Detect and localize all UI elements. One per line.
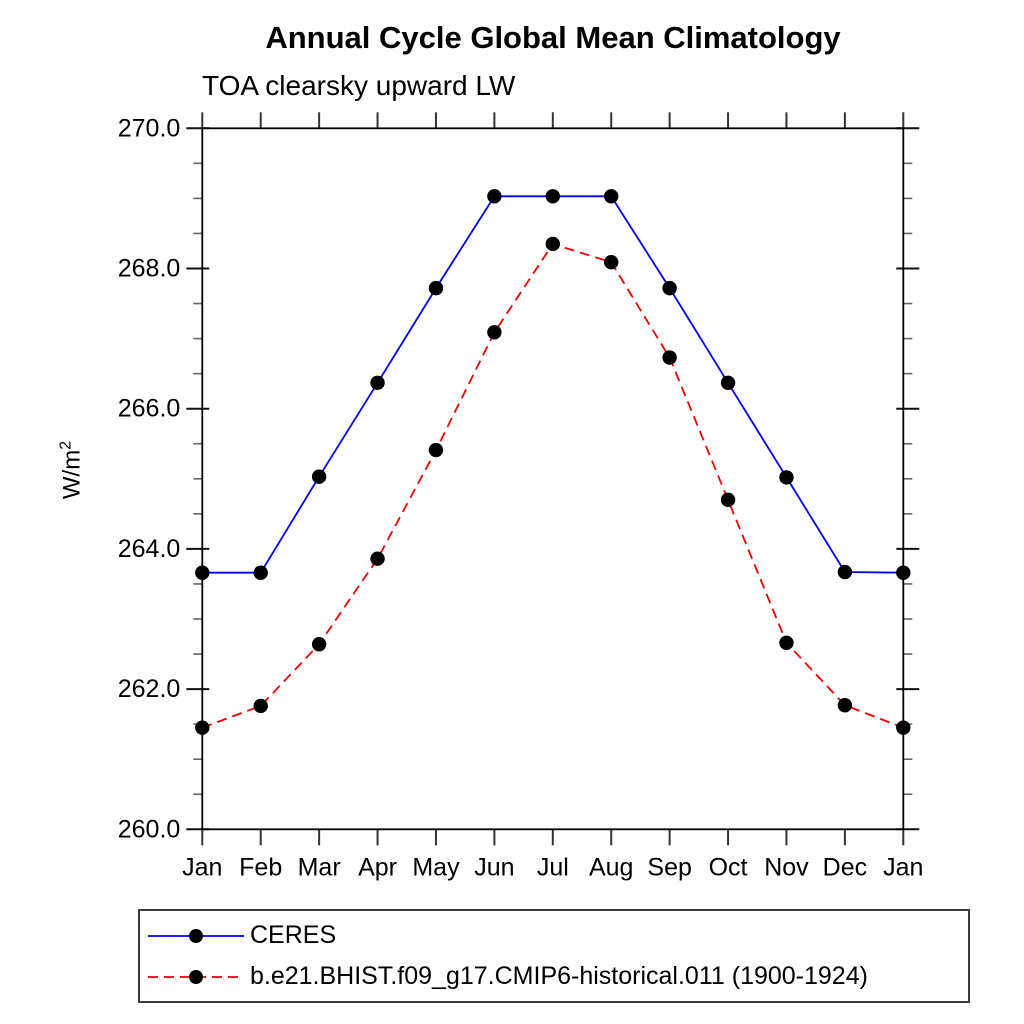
- chart-subtitle: TOA clearsky upward LW: [202, 70, 516, 101]
- y-tick-label: 260.0: [118, 815, 181, 843]
- ceres-line-swatch: [148, 928, 244, 943]
- model-data-point: [311, 637, 327, 652]
- ceres-data-point: [779, 470, 794, 485]
- ceres-line-swatch-marker: [189, 928, 203, 943]
- y-tick-label: 264.0: [118, 535, 181, 563]
- ceres-line: [202, 195, 904, 574]
- ceres-data-point: [253, 565, 268, 580]
- model-line-swatch: [148, 969, 244, 984]
- ceres-data-point: [545, 189, 560, 204]
- model-data-point: [253, 698, 268, 714]
- x-tick-label: Mar: [298, 853, 341, 881]
- y-tick-label: 266.0: [118, 395, 181, 423]
- x-tick-label: Oct: [709, 853, 748, 881]
- x-tick-label: Aug: [589, 853, 633, 881]
- model-data-point: [720, 492, 736, 508]
- x-tick-label: Jan: [883, 853, 923, 881]
- model-data-point: [662, 350, 677, 365]
- model-data-point: [837, 698, 853, 713]
- model-line: [201, 242, 904, 729]
- ceres-data-point: [662, 280, 677, 296]
- model-data-point: [487, 325, 502, 340]
- x-tick-label: Feb: [239, 853, 282, 881]
- legend-item-ceres: CERES: [140, 915, 968, 956]
- ceres-data-point: [896, 565, 911, 580]
- model-line-swatch-marker: [189, 969, 203, 984]
- ceres-data-point: [720, 375, 736, 390]
- ceres-data-point: [428, 280, 444, 296]
- model-data-point: [195, 720, 210, 735]
- y-tick-label: 268.0: [118, 255, 181, 283]
- x-tick-label: Jan: [182, 853, 222, 881]
- model-data-point: [545, 236, 560, 252]
- ceres-data-point: [487, 189, 502, 204]
- model-data-point: [779, 635, 794, 651]
- legend-label-model: b.e21.BHIST.f09_g17.CMIP6-historical.011…: [250, 962, 868, 990]
- chart-title: Annual Cycle Global Mean Climatology: [265, 20, 841, 55]
- x-tick-label: Apr: [358, 853, 397, 881]
- model-data-point: [428, 442, 444, 458]
- legend-label-ceres: CERES: [250, 921, 337, 949]
- x-tick-label: Jun: [474, 853, 514, 881]
- y-tick-label: 270.0: [118, 114, 181, 142]
- ceres-data-point: [311, 469, 327, 484]
- model-data-point: [604, 254, 619, 270]
- model-data-point: [896, 720, 911, 735]
- x-tick-label: Jul: [537, 853, 569, 881]
- ceres-data-point: [370, 375, 385, 390]
- ceres-data-point: [837, 564, 853, 580]
- ceres-data-point: [195, 565, 210, 580]
- x-tick-label: Sep: [647, 853, 691, 881]
- x-tick-label: Dec: [823, 853, 867, 881]
- ceres-data-point: [604, 189, 619, 204]
- legend: CERES b.e21.BHIST.f09_g17.CMIP6-historic…: [138, 909, 970, 1003]
- x-tick-label: May: [412, 853, 460, 881]
- x-tick-label: Nov: [764, 853, 809, 881]
- model-data-point: [370, 551, 385, 566]
- plot-frame: [201, 127, 905, 831]
- legend-item-model: b.e21.BHIST.f09_g17.CMIP6-historical.011…: [140, 956, 968, 997]
- y-tick-label: 262.0: [118, 675, 181, 703]
